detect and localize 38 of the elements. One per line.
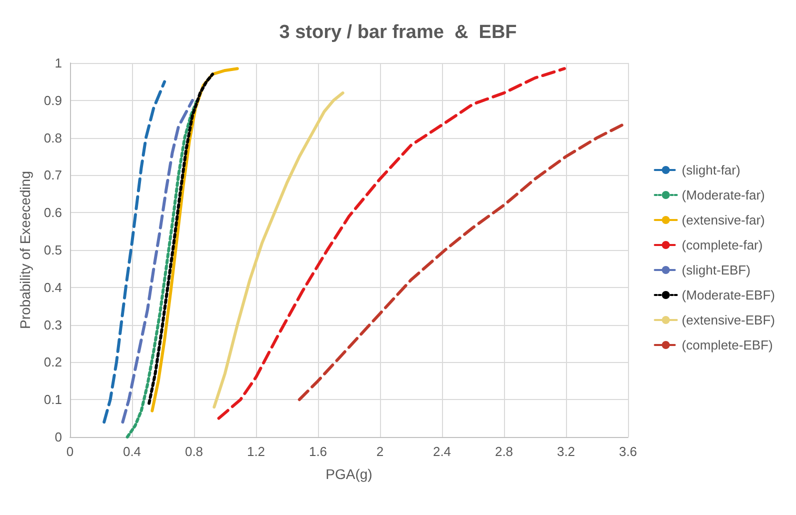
- legend-label: (Moderate-far): [682, 188, 765, 202]
- x-tick-label: 2.4: [432, 444, 452, 459]
- legend-label: (extensive-EBF): [682, 312, 776, 328]
- y-axis-title: Probability of Exeeceding: [17, 171, 33, 329]
- legend-label: (Moderate-EBF): [682, 288, 776, 302]
- x-tick-label: 1.2: [246, 444, 266, 459]
- chart-title: 3 story / bar frame & EBF: [279, 22, 517, 43]
- y-tick-label: 0.6: [44, 205, 62, 220]
- line-series: [102, 80, 166, 424]
- legend-label: (complete-EBF): [682, 338, 773, 352]
- x-tick-label: 2.8: [494, 444, 514, 459]
- x-tick-label: 3.6: [618, 444, 638, 459]
- y-tick-label: 0.8: [44, 130, 62, 146]
- line-series: [217, 67, 566, 420]
- legend-label: (slight-far): [682, 162, 740, 178]
- x-tick-label: 2: [376, 444, 384, 459]
- x-axis-title: PGA(g): [326, 466, 372, 482]
- y-tick-label: 0.3: [44, 317, 62, 332]
- x-tick-label: 0: [66, 444, 74, 459]
- y-tick-label: 0.9: [44, 92, 62, 108]
- legend-label: (complete-far): [682, 238, 763, 252]
- x-tick-label: 1.6: [308, 444, 328, 459]
- legend-label: (extensive-far): [682, 212, 765, 228]
- y-tick-label: 0.1: [44, 392, 62, 408]
- y-tick-label: 0.5: [44, 242, 62, 258]
- y-tick-label: 0.2: [44, 354, 62, 370]
- line-series: [148, 72, 214, 405]
- line-series: [121, 98, 194, 424]
- y-tick-label: 0.4: [44, 280, 62, 295]
- x-tick-label: 3.2: [556, 444, 576, 459]
- line-series: [126, 98, 199, 438]
- line-series: [212, 91, 344, 409]
- x-tick-label: 0.4: [122, 444, 142, 459]
- legend-label: (slight-EBF): [682, 262, 750, 278]
- x-tick-label: 0.8: [184, 444, 204, 459]
- y-tick-label: 0.7: [44, 168, 62, 183]
- y-tick-label: 1: [54, 56, 62, 70]
- y-tick-label: 0: [54, 430, 62, 444]
